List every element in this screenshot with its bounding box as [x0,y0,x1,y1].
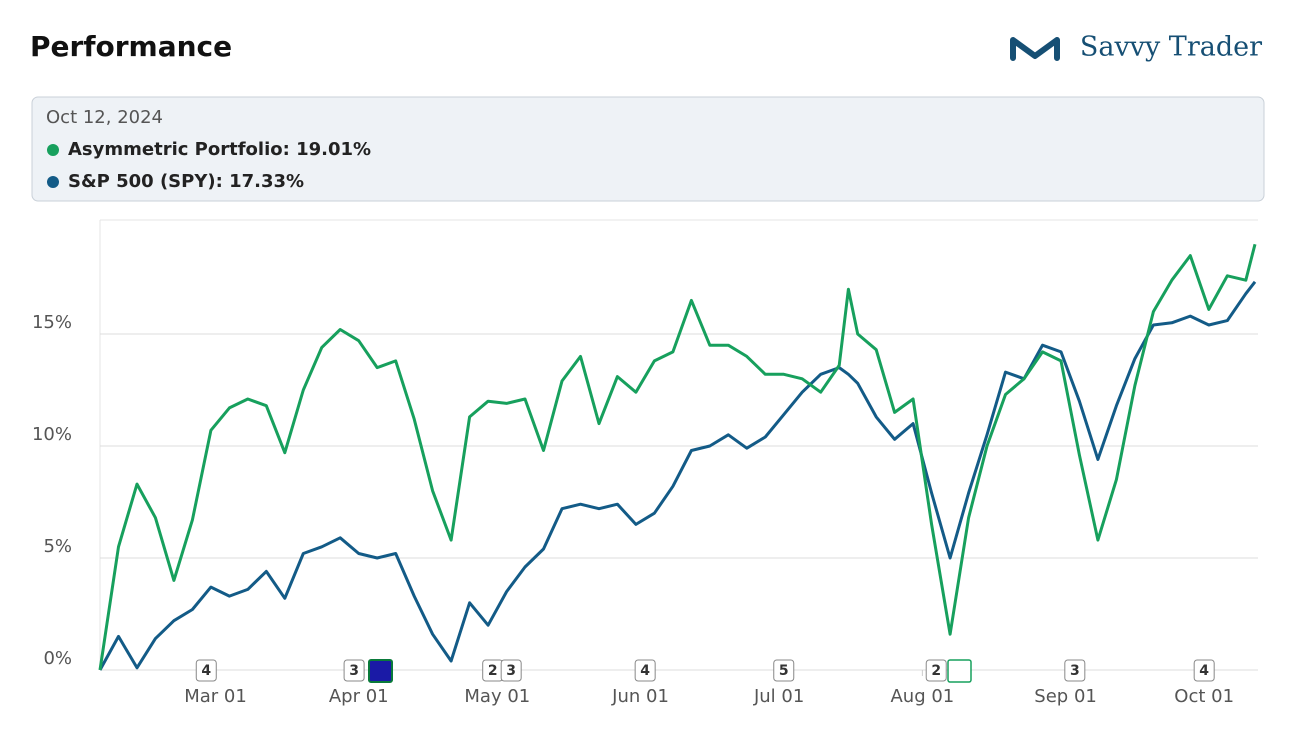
page-title: Performance [30,30,232,63]
series-line [98,243,1257,671]
y-tick-label: 5% [43,536,72,557]
tooltip-dot [47,144,59,156]
x-tick-label: Aug 01 [890,686,954,707]
event-marker[interactable] [1064,659,1086,682]
tooltip-item: Asymmetric Portfolio: 19.01% [68,139,371,160]
event-label: 2 [488,663,498,679]
tooltip-date: Oct 12, 2024 [46,107,163,128]
y-tick-label: 10% [32,424,72,445]
x-tick-label: Apr 01 [329,686,389,707]
x-tick-label: Mar 01 [184,686,247,707]
event-label: 4 [201,663,211,679]
brand-name[interactable]: Savvy Trader [1080,32,1262,63]
event-marker[interactable] [1193,659,1215,682]
x-tick-label: Jun 01 [611,686,669,707]
tooltip-dot [47,176,59,188]
event-label: 4 [640,663,650,679]
event-label: 3 [349,663,359,679]
event-marker[interactable] [773,659,795,682]
brand-logo [1010,37,1060,61]
event-label: 3 [506,663,516,679]
plot-area: 0% 5% 10% 15% Mar 01 Apr 01 May 01 Jun 01 Jul 01… [32,243,1258,707]
event-label: 5 [779,663,789,679]
event-icon[interactable] [947,659,972,683]
x-tick-label: Sep 01 [1034,686,1097,707]
tooltip-box [31,96,1265,202]
tooltip-item: S&P 500 (SPY): 17.33% [68,171,304,192]
y-tick-label: 15% [32,312,72,333]
x-tick-label: Jul 01 [753,686,804,707]
x-tick-label: Oct 01 [1174,686,1234,707]
event-marker[interactable] [925,659,947,682]
event-icon[interactable] [368,659,393,683]
event-label: 2 [931,663,941,679]
event-marker[interactable] [343,659,365,682]
series-line [98,280,1257,671]
logo-mark [1010,37,1060,61]
x-tick-label: May 01 [464,686,530,707]
event-label: 4 [1199,663,1209,679]
event-label: 3 [1070,663,1080,679]
y-tick-label: 0% [43,648,72,669]
event-marker[interactable] [500,659,522,682]
event-marker[interactable] [195,659,217,682]
event-marker[interactable] [634,659,656,682]
